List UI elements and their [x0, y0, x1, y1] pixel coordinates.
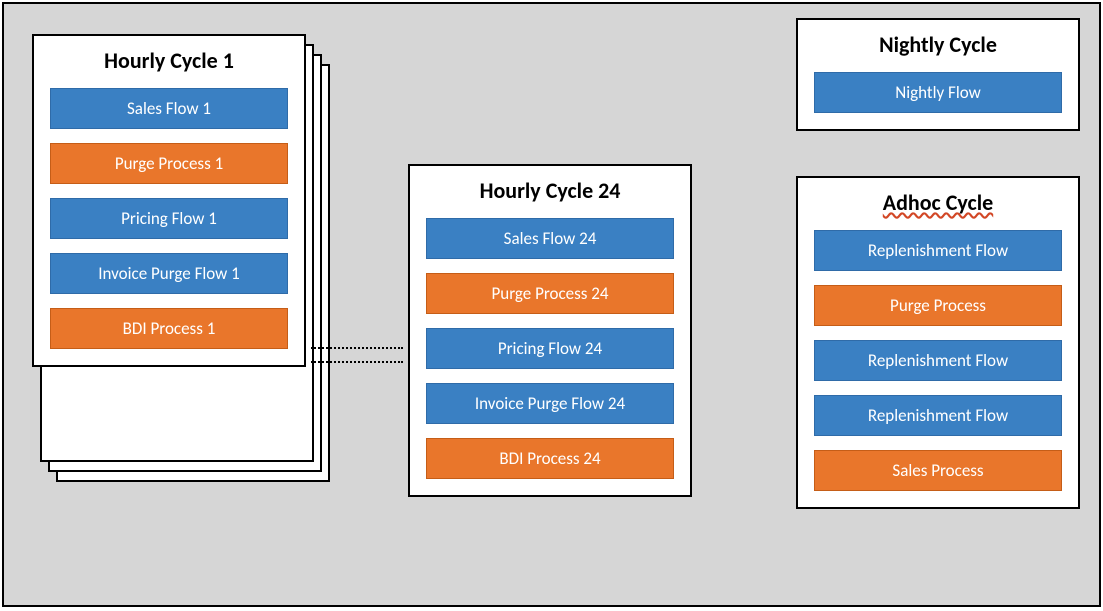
flow-item: Sales Flow 24	[426, 218, 674, 259]
flow-item: Sales Flow 1	[50, 88, 288, 129]
flow-item: BDI Process 1	[50, 308, 288, 349]
flow-item: Replenishment Flow	[814, 230, 1062, 271]
flow-item: Sales Process	[814, 450, 1062, 491]
flow-item: Pricing Flow 24	[426, 328, 674, 369]
connector-dots	[311, 361, 403, 363]
flow-item: Purge Process	[814, 285, 1062, 326]
flow-item: Invoice Purge Flow 1	[50, 253, 288, 294]
card-title: Adhoc Cycle	[883, 190, 993, 216]
flow-item: Pricing Flow 1	[50, 198, 288, 239]
card-title: Hourly Cycle 24	[480, 178, 621, 204]
card-title: Hourly Cycle 1	[104, 48, 234, 74]
card-hourly-24: Hourly Cycle 24 Sales Flow 24 Purge Proc…	[408, 164, 692, 497]
flow-item: Replenishment Flow	[814, 395, 1062, 436]
diagram-canvas: Hourly Cycle 1 Sales Flow 1 Purge Proces…	[2, 2, 1101, 607]
flow-item: Nightly Flow	[814, 72, 1062, 113]
card-hourly-1: Hourly Cycle 1 Sales Flow 1 Purge Proces…	[32, 34, 306, 367]
card-adhoc: Adhoc Cycle Replenishment Flow Purge Pro…	[796, 176, 1080, 509]
card-nightly: Nightly Cycle Nightly Flow	[796, 18, 1080, 131]
flow-item: BDI Process 24	[426, 438, 674, 479]
connector-dots	[311, 347, 403, 349]
flow-item: Replenishment Flow	[814, 340, 1062, 381]
flow-item: Purge Process 1	[50, 143, 288, 184]
flow-item: Invoice Purge Flow 24	[426, 383, 674, 424]
card-title: Nightly Cycle	[879, 32, 997, 58]
flow-item: Purge Process 24	[426, 273, 674, 314]
